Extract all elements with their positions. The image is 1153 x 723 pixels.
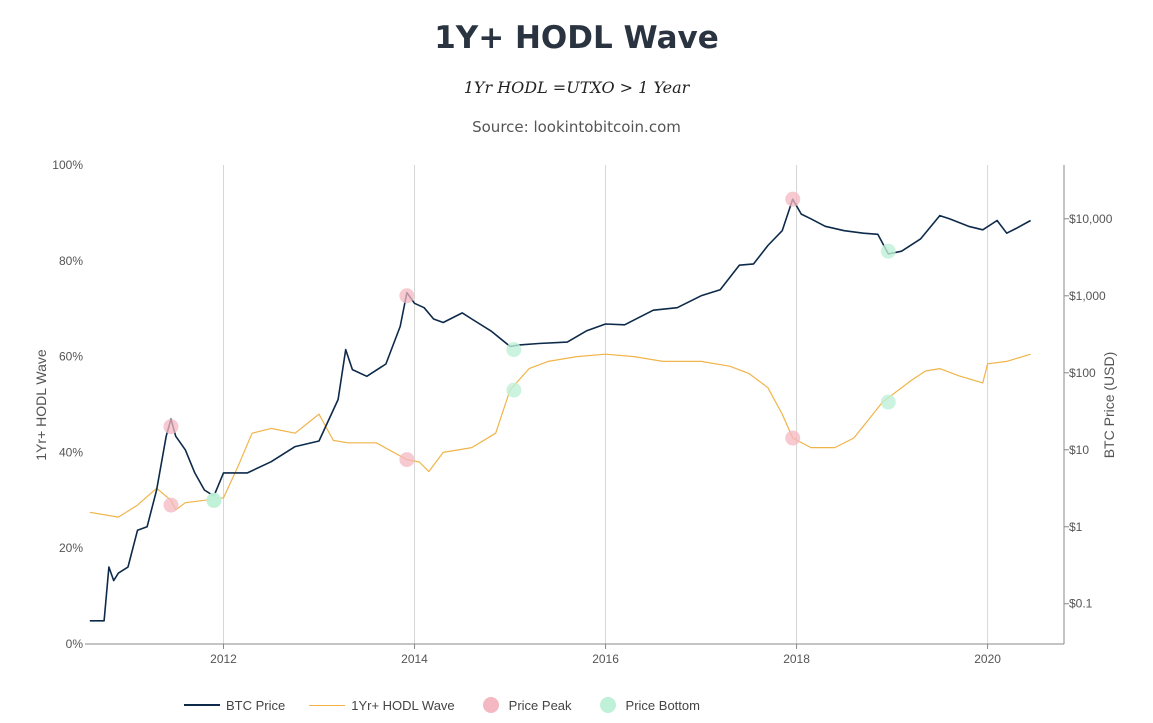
hodl-wave-swatch [309, 704, 346, 706]
x-tick-label: 2016 [592, 652, 619, 666]
legend-item-price-peak[interactable]: Price Peak [479, 697, 572, 713]
y-left-tick-label: 20% [59, 541, 83, 555]
price-peak-swatch [482, 697, 499, 713]
y-right-tick-label: $100 [1069, 366, 1096, 380]
y-right-tick-label: $1,000 [1069, 289, 1106, 303]
btc-price-swatch [184, 704, 220, 706]
legend-item-hodl-wave[interactable]: 1Yr+ HODL Wave [309, 697, 455, 713]
price-bottom-swatch [599, 697, 616, 713]
chart-source: Source: lookintobitcoin.com [472, 118, 681, 136]
x-tick-label: 2014 [401, 652, 428, 666]
chart-canvas: 2012 2014 2016 2018 2020 0% 20% 40% 60% 80% 100% $0… [33, 158, 1117, 666]
legend-item-btc-price[interactable]: BTC Price [184, 698, 285, 713]
y-left-tick-label: 40% [59, 445, 83, 459]
y-left-tick-label: 0% [66, 637, 84, 651]
y-left-tick-label: 60% [59, 350, 83, 364]
hodl-wave-line [89, 353, 1031, 518]
hodl-peak-marker [163, 497, 179, 513]
y-right-tick-label: $10 [1069, 443, 1089, 457]
price-bottom-marker [506, 342, 522, 358]
x-tick-label: 2020 [974, 652, 1001, 666]
y-right-tick-label: $1 [1069, 520, 1083, 534]
hodl-bottom-marker [506, 382, 522, 398]
hodl-peak-marker [399, 452, 415, 468]
x-tick-label: 2018 [783, 652, 810, 666]
legend-label-price-bottom: Price Bottom [625, 697, 700, 713]
hodl-bottom-marker [206, 492, 222, 508]
legend-label-price-peak: Price Peak [508, 697, 572, 713]
price-peak-marker [399, 288, 415, 304]
hodl-peak-marker [785, 430, 801, 446]
chart-subtitle: 1Yr HODL =UTXO > 1 Year [463, 78, 690, 97]
y-left-tick-label: 100% [52, 158, 83, 172]
chart-title: 1Y+ HODL Wave [434, 20, 719, 56]
x-tick-label: 2012 [210, 652, 237, 666]
legend-label-hodl-wave: 1Yr+ HODL Wave [351, 697, 455, 713]
price-bottom-marker [880, 243, 896, 259]
btc-price-line [89, 198, 1031, 622]
legend-label-btc-price: BTC Price [226, 697, 286, 713]
price-peak-marker [785, 191, 801, 207]
y-right-tick-label: $0.1 [1069, 597, 1093, 611]
legend-item-price-bottom[interactable]: Price Bottom [596, 697, 700, 713]
chart-legend: BTC Price 1Yr+ HODL Wave Price Peak Pric… [184, 697, 724, 713]
price-peak-marker [163, 419, 179, 435]
y-right-tick-label: $10,000 [1069, 212, 1113, 226]
hodl-bottom-marker [880, 394, 896, 410]
y-right-axis-title: BTC Price (USD) [1101, 352, 1117, 459]
y-left-tick-label: 80% [59, 254, 83, 268]
y-left-axis-title: 1Yr+ HODL Wave [33, 349, 49, 461]
